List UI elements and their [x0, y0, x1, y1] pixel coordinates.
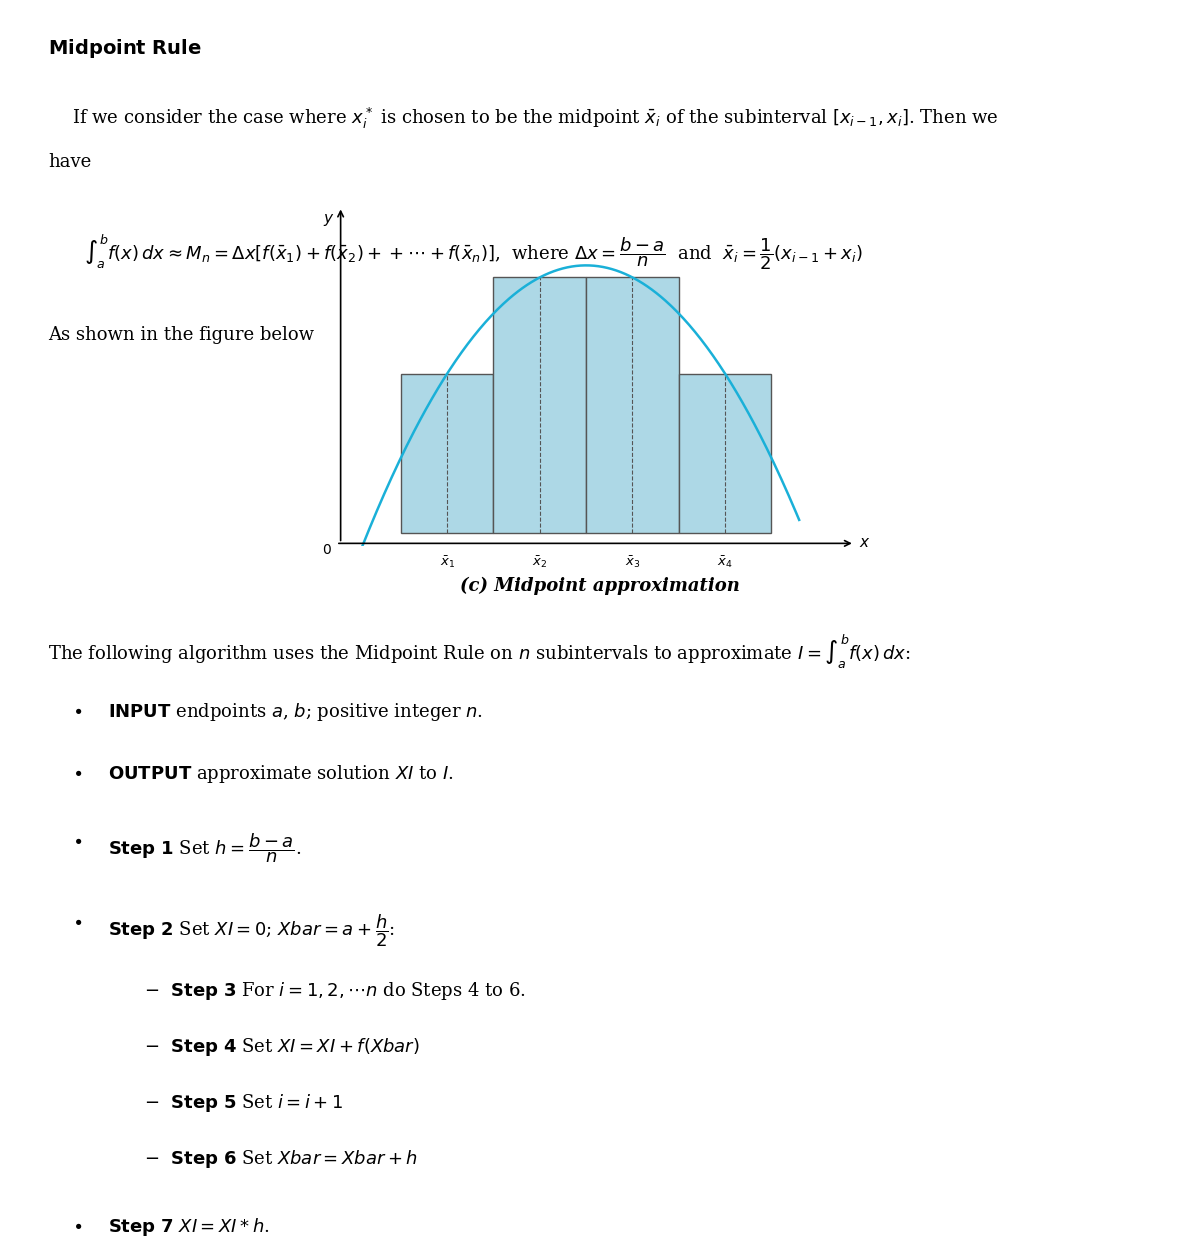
Text: As shown in the figure below: As shown in the figure below	[48, 326, 314, 345]
Text: $-$  $\mathbf{Step\ 4}$ Set $XI = XI + f(Xbar)$: $-$ $\mathbf{Step\ 4}$ Set $XI = XI + f(…	[144, 1036, 420, 1059]
Text: $-$  $\mathbf{Step\ 6}$ Set $Xbar = Xbar + h$: $-$ $\mathbf{Step\ 6}$ Set $Xbar = Xbar …	[144, 1148, 418, 1170]
Text: $\int_a^b f(x)\, dx \approx M_n = \Delta x[f(\bar{x}_1) + f(\bar{x}_2) + + \cdot: $\int_a^b f(x)\, dx \approx M_n = \Delta…	[84, 233, 863, 273]
Text: $\bullet$: $\bullet$	[72, 912, 83, 931]
Text: $\bullet$: $\bullet$	[72, 763, 83, 782]
Text: $\bar{x}_4$: $\bar{x}_4$	[718, 553, 733, 570]
Text: If we consider the case where $x_i^*$ is chosen to be the midpoint $\bar{x}_i$ o: If we consider the case where $x_i^*$ is…	[72, 105, 998, 130]
Text: The following algorithm uses the Midpoint Rule on $n$ subintervals to approximat: The following algorithm uses the Midpoin…	[48, 633, 911, 671]
Text: $x$: $x$	[859, 536, 871, 550]
Text: $y$: $y$	[323, 212, 334, 228]
Text: have: have	[48, 153, 91, 171]
Text: $\bar{x}_1$: $\bar{x}_1$	[439, 553, 455, 570]
Text: $0$: $0$	[322, 544, 331, 557]
Bar	[401, 374, 493, 532]
Bar	[679, 374, 772, 532]
Text: $-$  $\mathbf{Step\ 5}$ Set $i = i + 1$: $-$ $\mathbf{Step\ 5}$ Set $i = i + 1$	[144, 1092, 343, 1114]
Text: $\mathbf{Step\ 7}$ $XI = XI * h$.: $\mathbf{Step\ 7}$ $XI = XI * h$.	[108, 1216, 270, 1239]
Text: (c) Midpoint approximation: (c) Midpoint approximation	[460, 577, 740, 596]
Text: $\bar{x}_2$: $\bar{x}_2$	[532, 553, 547, 570]
Text: $\bar{x}_3$: $\bar{x}_3$	[625, 553, 640, 570]
Text: $\bf{Midpoint\ Rule}$: $\bf{Midpoint\ Rule}$	[48, 37, 202, 61]
Bar	[586, 278, 679, 532]
Text: $\mathbf{Step\ 1}$ Set $h = \dfrac{b-a}{n}$.: $\mathbf{Step\ 1}$ Set $h = \dfrac{b-a}{…	[108, 831, 301, 865]
Text: $\mathbf{Step\ 2}$ Set $XI = 0$; $Xbar = a + \dfrac{h}{2}$:: $\mathbf{Step\ 2}$ Set $XI = 0$; $Xbar =…	[108, 912, 395, 949]
Bar	[493, 278, 586, 532]
Text: $\bullet$: $\bullet$	[72, 1216, 83, 1235]
Text: $-$  $\mathbf{Step\ 3}$ For $i = 1, 2, \cdots n$ do Steps 4 to 6.: $-$ $\mathbf{Step\ 3}$ For $i = 1, 2, \c…	[144, 980, 526, 1003]
Text: $\bullet$: $\bullet$	[72, 701, 83, 720]
Text: $\mathbf{INPUT}$ endpoints $a$, $b$; positive integer $n$.: $\mathbf{INPUT}$ endpoints $a$, $b$; pos…	[108, 701, 484, 724]
Text: $\mathbf{OUTPUT}$ approximate solution $XI$ to $I$.: $\mathbf{OUTPUT}$ approximate solution $…	[108, 763, 454, 786]
Text: $\bullet$: $\bullet$	[72, 831, 83, 850]
